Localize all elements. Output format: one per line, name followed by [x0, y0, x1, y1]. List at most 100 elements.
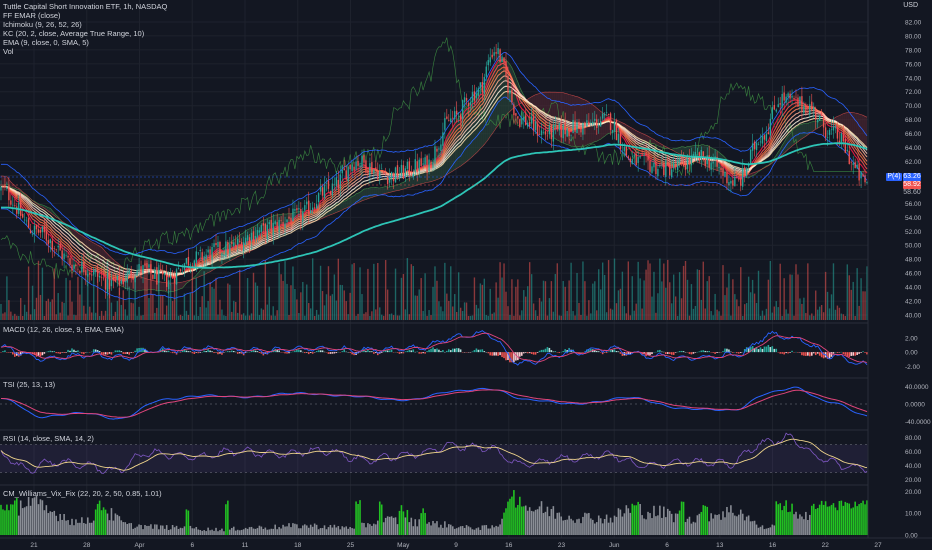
- candle-body: [142, 265, 144, 274]
- legend-vol[interactable]: Vol: [3, 47, 14, 56]
- candle-body: [820, 114, 823, 116]
- candle-body: [753, 141, 756, 150]
- vix-bar: [57, 521, 59, 535]
- candle-body: [570, 134, 572, 136]
- vix-bar: [797, 518, 799, 535]
- cloud-segment: [385, 186, 388, 194]
- vix-bar: [674, 513, 677, 535]
- volume-bar: [491, 313, 493, 320]
- volume-bar: [763, 315, 766, 320]
- candle-body: [803, 105, 805, 114]
- vix-bar: [444, 521, 446, 535]
- vix-bar: [580, 523, 582, 535]
- candle-body: [71, 264, 73, 271]
- vix-bar: [789, 511, 791, 535]
- candle-body: [49, 239, 51, 244]
- volume-bar: [785, 309, 787, 320]
- time-tick-label: Apr: [134, 542, 145, 549]
- candle-body: [61, 250, 63, 259]
- legend-keltner[interactable]: KC (20, 2, close, Average True Range, 10…: [3, 29, 145, 38]
- volume-bar: [422, 310, 424, 320]
- vix-bar: [773, 525, 776, 535]
- candle-body: [454, 111, 456, 120]
- cloud-segment: [799, 124, 802, 141]
- legend-ema[interactable]: EMA (9, close, 0, SMA, 5): [3, 38, 89, 47]
- vix-bar: [572, 520, 574, 535]
- macd-histogram-bar: [331, 352, 334, 354]
- volume-bar: [215, 277, 217, 320]
- vix-bar: [203, 530, 205, 535]
- candle-body: [231, 241, 233, 244]
- volume-bar: [856, 268, 858, 320]
- macd-histogram-bar: [382, 351, 385, 353]
- macd-histogram-bar: [278, 350, 280, 353]
- macd-histogram-bar: [205, 350, 207, 353]
- volume-bar: [96, 267, 99, 320]
- candle-body: [203, 256, 205, 261]
- candle-body: [319, 186, 322, 192]
- rsi-legend[interactable]: RSI (14, close, SMA, 14, 2): [3, 434, 94, 443]
- macd-histogram-bar: [110, 352, 113, 355]
- macd-legend[interactable]: MACD (12, 26, close, 9, EMA, EMA): [3, 325, 124, 334]
- vix-bar: [388, 516, 391, 535]
- legend-ff-emar[interactable]: FF EMAR (close): [3, 11, 61, 20]
- volume-bar: [345, 301, 347, 320]
- vix-legend[interactable]: CM_Williams_Vix_Fix (22, 20, 2, 50, 0.85…: [3, 489, 162, 498]
- macd-histogram-bar: [736, 352, 738, 354]
- macd-histogram-bar: [475, 348, 478, 353]
- vix-bar: [278, 527, 280, 535]
- macd-histogram-bar: [185, 350, 188, 353]
- volume-bar: [130, 302, 132, 320]
- vix-bar: [118, 516, 121, 535]
- vix-bar: [465, 525, 468, 535]
- vix-bar: [560, 516, 563, 535]
- candle-body: [179, 269, 182, 272]
- candle-body: [223, 254, 225, 256]
- vix-bar: [98, 500, 101, 535]
- ichimoku-lagging-span: [0, 37, 867, 280]
- candle-body: [27, 218, 30, 229]
- macd-histogram-bar: [252, 349, 255, 353]
- cloud-segment: [99, 246, 102, 267]
- vix-bar: [280, 528, 282, 535]
- volume-bar: [657, 293, 659, 320]
- tsi-legend[interactable]: TSI (25, 13, 13): [3, 380, 56, 389]
- vix-bar: [536, 509, 539, 535]
- macd-histogram-bar: [700, 350, 703, 353]
- vix-bar: [491, 525, 493, 535]
- macd-histogram-bar: [850, 352, 853, 356]
- candle-body: [744, 167, 746, 175]
- cloud-segment: [405, 179, 408, 189]
- candle-body: [412, 173, 414, 177]
- vix-bar: [590, 518, 592, 535]
- volume-bar: [598, 269, 600, 320]
- candle-body: [779, 103, 781, 105]
- vix-bar: [828, 506, 831, 535]
- volume-bars: [0, 258, 868, 320]
- vix-bar: [163, 528, 166, 535]
- candle-body: [81, 261, 83, 273]
- vix-bar: [382, 522, 385, 535]
- volume-bar: [568, 280, 570, 320]
- volume-bar: [511, 279, 513, 320]
- candle-body: [690, 155, 693, 166]
- volume-bar: [817, 309, 819, 320]
- cloud-segment: [580, 98, 583, 147]
- time-tick-label: 22: [822, 542, 830, 549]
- cloud-segment: [849, 112, 852, 134]
- macd-histogram-bar: [171, 352, 174, 354]
- legend-ichimoku[interactable]: Ichimoku (9, 26, 52, 26): [3, 20, 82, 29]
- vix-bar: [349, 527, 351, 535]
- vix-bar: [712, 518, 714, 535]
- macd-histogram-bar: [8, 352, 10, 353]
- vix-bar: [12, 504, 14, 535]
- vix-bar: [248, 527, 251, 535]
- vix-bar: [319, 528, 322, 535]
- cloud-segment: [841, 113, 844, 127]
- volume-bar: [199, 306, 201, 320]
- volume-bar: [609, 308, 612, 320]
- candle-body: [536, 123, 539, 136]
- volume-bar: [162, 295, 164, 320]
- candle-body: [527, 122, 529, 127]
